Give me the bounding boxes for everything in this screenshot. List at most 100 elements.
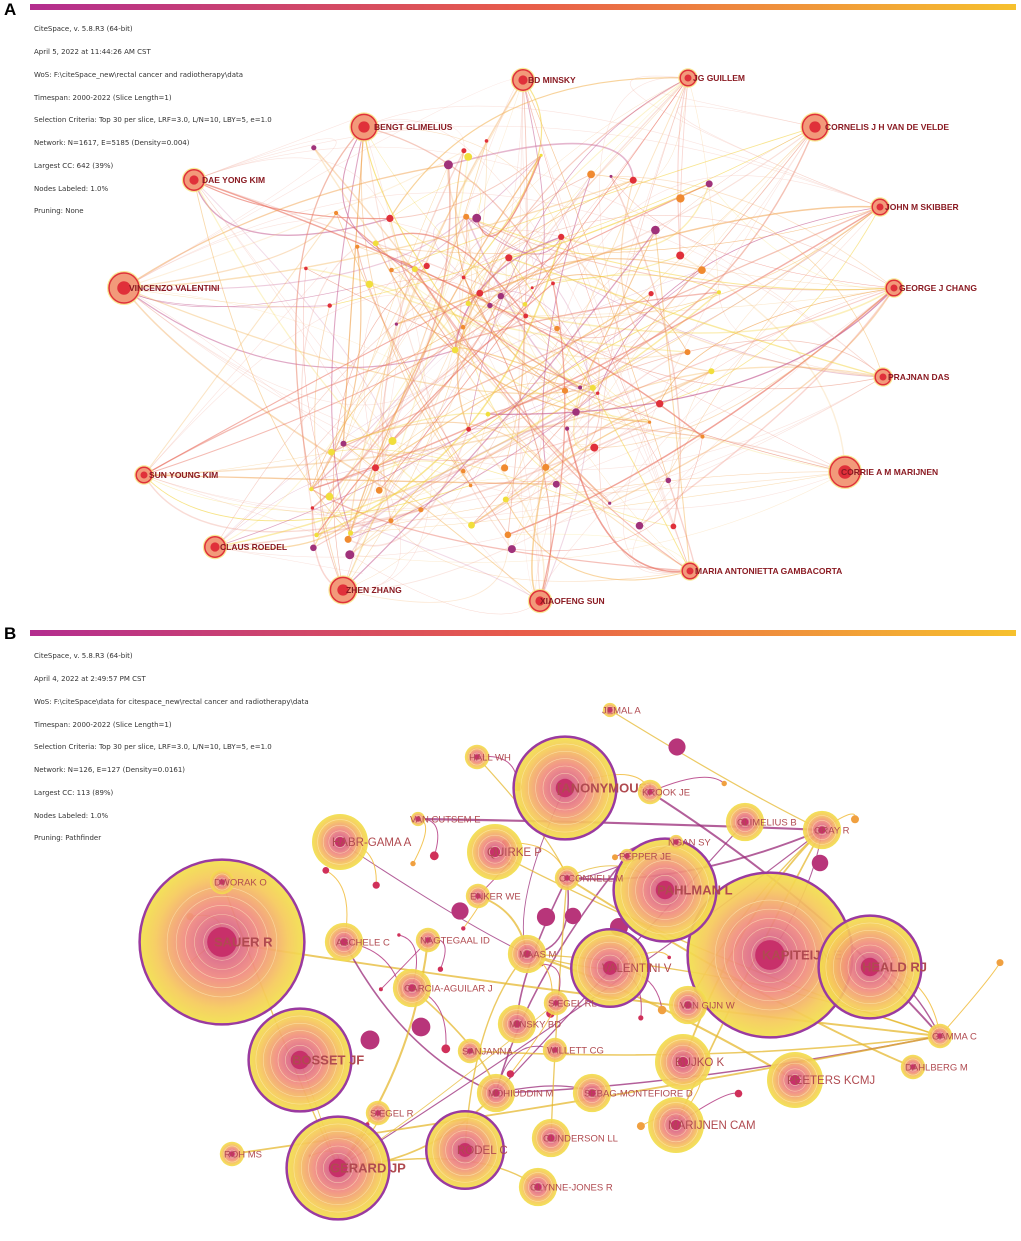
network-edge [143, 474, 557, 485]
network-edge [363, 126, 513, 550]
reference-label: RODEL C [457, 1145, 508, 1157]
network-node [708, 368, 715, 375]
network-edge [487, 126, 816, 415]
network-node [539, 153, 543, 157]
network-edge [414, 216, 468, 281]
reference-label: GARCIA-AGUILAR J [404, 983, 493, 994]
network-edge [505, 351, 688, 501]
network-edge [687, 77, 720, 293]
meta-line: WoS: F:\citeSpace_new\rectal cancer and … [34, 70, 244, 79]
author-node: VINCENZO VALENTINI [107, 271, 220, 305]
network-edge [518, 79, 541, 602]
node-ring [812, 820, 832, 840]
node-core [879, 373, 887, 381]
network-edge [465, 216, 598, 394]
network-edge [143, 267, 328, 476]
network-edge [677, 77, 689, 256]
network-edge [390, 520, 691, 582]
network-edge [331, 448, 640, 527]
network-edge [143, 474, 471, 522]
author-label: CORRIE A M MARIJNEN [841, 467, 938, 477]
network-edge [143, 376, 884, 521]
meta-line: April 5, 2022 at 11:44:26 AM CST [34, 47, 151, 56]
node-core [910, 1064, 916, 1070]
network-edge [311, 326, 464, 490]
node-ring [677, 1056, 689, 1068]
network-edge [193, 125, 881, 208]
network-node [700, 434, 705, 439]
network-node [506, 1070, 515, 1078]
node-core [518, 75, 528, 85]
network-edge [305, 267, 581, 389]
network-node [589, 384, 596, 391]
network-edge [471, 427, 703, 526]
node-ring [904, 1058, 922, 1076]
node-ring [558, 869, 576, 887]
network-node [328, 448, 335, 456]
reference-label: HALL WH [469, 752, 511, 763]
node-ring [194, 914, 250, 970]
node-ring [502, 1009, 532, 1039]
network-edge [343, 412, 489, 445]
node-ring [590, 948, 630, 988]
network-edge [377, 79, 524, 491]
network-node [365, 280, 374, 288]
network-node [721, 780, 727, 787]
meta-line: Pruning: Pathfinder [34, 834, 102, 843]
node-ring [483, 840, 507, 864]
author-node: PRAJNAN DAS [873, 367, 950, 387]
reference-node: KROOK JE [637, 779, 690, 805]
network-edge [331, 126, 365, 534]
node-ring [635, 860, 695, 920]
network-edge [610, 77, 689, 184]
network-edge [312, 304, 491, 549]
network-edge [471, 418, 651, 526]
node-ring [735, 812, 755, 832]
reference-label: GRAY R [814, 825, 850, 836]
network-edge [347, 411, 577, 540]
network-node [578, 385, 583, 390]
node-ring [665, 1044, 701, 1080]
network-edge [662, 93, 816, 128]
reference-node: SIEGEL R [365, 1100, 414, 1126]
reference-node: ROH MS [219, 1141, 262, 1167]
node-ring [512, 939, 542, 969]
network-edge [347, 140, 487, 540]
node-core [467, 1048, 473, 1054]
network-node [648, 420, 652, 424]
network-edge [470, 126, 816, 486]
reference-node: SIEGEL RL [543, 990, 597, 1016]
node-core [755, 940, 785, 970]
node-core [340, 938, 348, 946]
author-label: XIAOFENG SUN [540, 596, 605, 606]
network-node [811, 854, 829, 872]
network-edge [221, 941, 941, 1037]
network-node [310, 506, 315, 510]
node-ring [541, 1128, 561, 1148]
network-edge [357, 206, 881, 255]
network-node [497, 292, 504, 300]
node-ring [751, 936, 789, 974]
network-node [464, 153, 473, 161]
network-edge [414, 268, 846, 473]
network-edge [622, 126, 816, 573]
network-edge [143, 212, 337, 476]
node-core [534, 1183, 542, 1191]
node-ring [468, 748, 486, 766]
node-core [937, 1033, 943, 1039]
node-core [890, 284, 898, 292]
node-ring [213, 873, 231, 891]
author-node: JOHN M SKIBBER [870, 197, 959, 217]
network-node [372, 881, 380, 889]
node-ring [334, 836, 346, 848]
network-edge [537, 175, 881, 602]
reference-label: SANJANNA [462, 1046, 513, 1057]
node-ring [445, 1130, 485, 1170]
node-ring [293, 1123, 383, 1213]
author-label: ZHEN ZHANG [346, 585, 402, 595]
network-node [418, 507, 424, 513]
network-edge [343, 403, 660, 462]
network-edge [391, 154, 542, 273]
reference-label: KROOK JE [642, 787, 690, 798]
node-ring [550, 1045, 560, 1055]
